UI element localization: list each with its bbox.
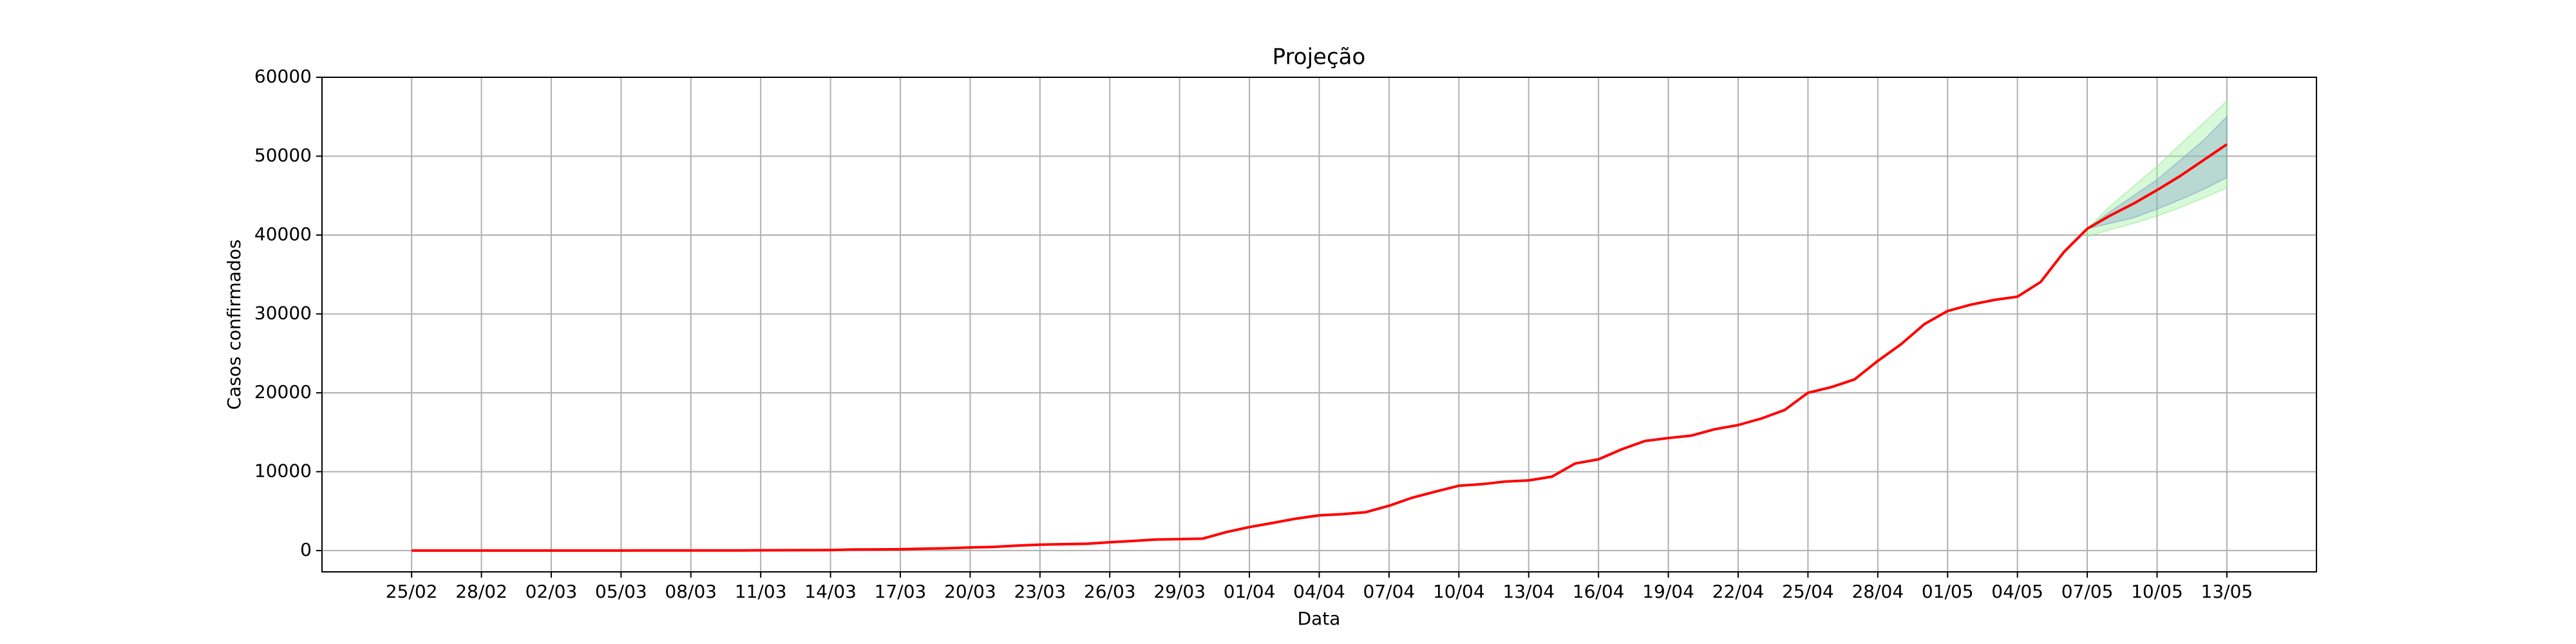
line [412, 143, 2228, 552]
x-tick-label: 04/05 [1991, 581, 2043, 602]
y-axis-label: Casos confirmados [223, 240, 245, 410]
x-tick-label: 10/04 [1433, 581, 1485, 602]
x-tick-label: 14/03 [804, 581, 857, 602]
x-tick-label: 01/05 [1922, 581, 1974, 602]
x-tick-label: 17/03 [875, 581, 927, 602]
x-tick-label: 13/04 [1502, 581, 1555, 602]
x-tick-label: 08/03 [665, 581, 717, 602]
x-tick-label: 04/04 [1293, 581, 1345, 602]
x-tick-label: 26/03 [1084, 581, 1136, 602]
x-tick-label: 19/04 [1642, 581, 1694, 602]
x-tick-label: 07/05 [2061, 581, 2114, 602]
x-tick-label: 16/04 [1573, 581, 1625, 602]
y-tick-label: 40000 [254, 223, 312, 245]
x-tick-label: 11/03 [735, 581, 787, 602]
projection-band [2087, 115, 2228, 230]
x-tick-label: 13/05 [2201, 581, 2253, 602]
plot-frame [321, 77, 2317, 573]
x-tick-label: 07/04 [1363, 581, 1416, 602]
y-tick-label: 50000 [254, 144, 312, 166]
y-tick-label: 0 [300, 539, 312, 560]
x-tick-label: 10/05 [2131, 581, 2183, 602]
x-tick-label: 20/03 [944, 581, 996, 602]
y-tick-label: 20000 [254, 381, 312, 402]
x-tick-label: 02/03 [526, 581, 578, 602]
x-tick-label: 22/04 [1712, 581, 1765, 602]
x-tick-label: 05/03 [595, 581, 647, 602]
x-tick-label: 25/04 [1782, 581, 1834, 602]
x-tick-label: 25/02 [386, 581, 438, 602]
projection-band [2087, 99, 2228, 238]
chart-title: Projeção [1273, 44, 1366, 70]
x-tick-label: 29/03 [1153, 581, 1206, 602]
x-tick-label: 28/04 [1852, 581, 1904, 602]
x-tick-label: 28/02 [455, 581, 507, 602]
x-tick-label: 23/03 [1014, 581, 1066, 602]
y-tick-label: 30000 [254, 302, 312, 323]
x-axis-label: Data [1298, 608, 1341, 629]
y-tick-label: 10000 [254, 460, 312, 481]
y-tick-label: 60000 [254, 66, 312, 87]
x-tick-label: 01/04 [1224, 581, 1276, 602]
